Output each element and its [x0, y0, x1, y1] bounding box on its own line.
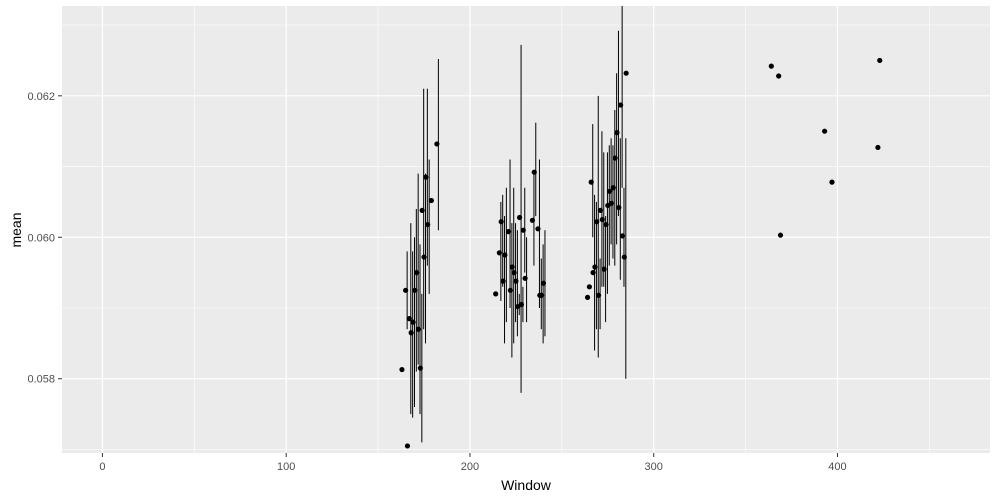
data-point [531, 169, 537, 175]
data-point [607, 188, 613, 194]
data-point [612, 155, 618, 161]
minor-gridlines [62, 6, 990, 453]
data-point [500, 278, 506, 284]
data-point [777, 232, 784, 238]
data-point [404, 443, 411, 449]
data-point [522, 275, 528, 281]
data-point [829, 179, 835, 185]
data-point [875, 144, 881, 151]
x-axis-ticks: 0 100 200 300 400 [99, 453, 847, 473]
data-point [590, 270, 596, 276]
data-point [509, 264, 515, 270]
data-point [597, 207, 604, 214]
data-points [399, 57, 883, 449]
x-tick-label: 0 [99, 461, 105, 473]
data-point [518, 301, 525, 308]
x-tick-label: 300 [645, 461, 663, 473]
data-point [412, 287, 418, 293]
data-point [498, 219, 504, 225]
data-point [588, 179, 594, 185]
data-point [507, 287, 513, 293]
x-tick-label: 400 [828, 461, 846, 473]
data-point [592, 264, 598, 270]
data-point [539, 292, 545, 298]
data-point [423, 174, 429, 180]
data-point [493, 291, 499, 297]
data-point [425, 221, 431, 228]
data-point [399, 366, 405, 373]
data-point [502, 252, 508, 258]
major-gridlines [62, 6, 990, 453]
data-point [419, 207, 425, 214]
data-point [496, 250, 502, 256]
data-point [603, 221, 609, 228]
data-point [408, 330, 414, 336]
data-point [610, 185, 616, 191]
data-point [623, 70, 629, 76]
data-point [505, 229, 512, 235]
data-point [614, 130, 620, 136]
data-point [822, 128, 828, 134]
data-point [421, 254, 427, 260]
x-tick-label: 100 [277, 461, 295, 473]
data-point [415, 326, 422, 332]
data-point [529, 217, 536, 223]
x-tick-label: 200 [461, 461, 479, 473]
data-point [414, 270, 420, 276]
data-point [584, 294, 591, 300]
x-axis-title: Window [501, 477, 552, 493]
y-tick-label: 0.060 [27, 232, 55, 244]
data-point [410, 319, 416, 325]
data-point [434, 141, 440, 147]
data-point [586, 284, 592, 290]
data-point [601, 266, 607, 272]
data-point [511, 270, 517, 276]
y-tick-label: 0.058 [27, 374, 55, 386]
data-point [776, 73, 782, 79]
y-axis-title: mean [8, 212, 24, 247]
y-tick-label: 0.062 [27, 91, 55, 103]
data-point [520, 227, 526, 233]
data-point [608, 200, 615, 206]
data-point [618, 102, 624, 108]
data-point [406, 316, 412, 322]
data-point [768, 63, 774, 69]
data-point [417, 365, 423, 371]
data-point [621, 254, 627, 260]
data-point [513, 278, 519, 284]
data-point [877, 57, 883, 64]
y-axis-ticks: 0.058 0.060 0.062 [27, 91, 62, 386]
data-point [540, 280, 547, 286]
data-point [619, 233, 626, 239]
data-point [428, 197, 434, 204]
data-point [403, 287, 409, 293]
data-point [616, 204, 622, 211]
data-point [516, 214, 523, 221]
data-point [595, 292, 602, 298]
plot-panel [62, 6, 990, 453]
data-point [594, 219, 600, 225]
data-point [599, 216, 605, 223]
data-point [535, 226, 541, 232]
